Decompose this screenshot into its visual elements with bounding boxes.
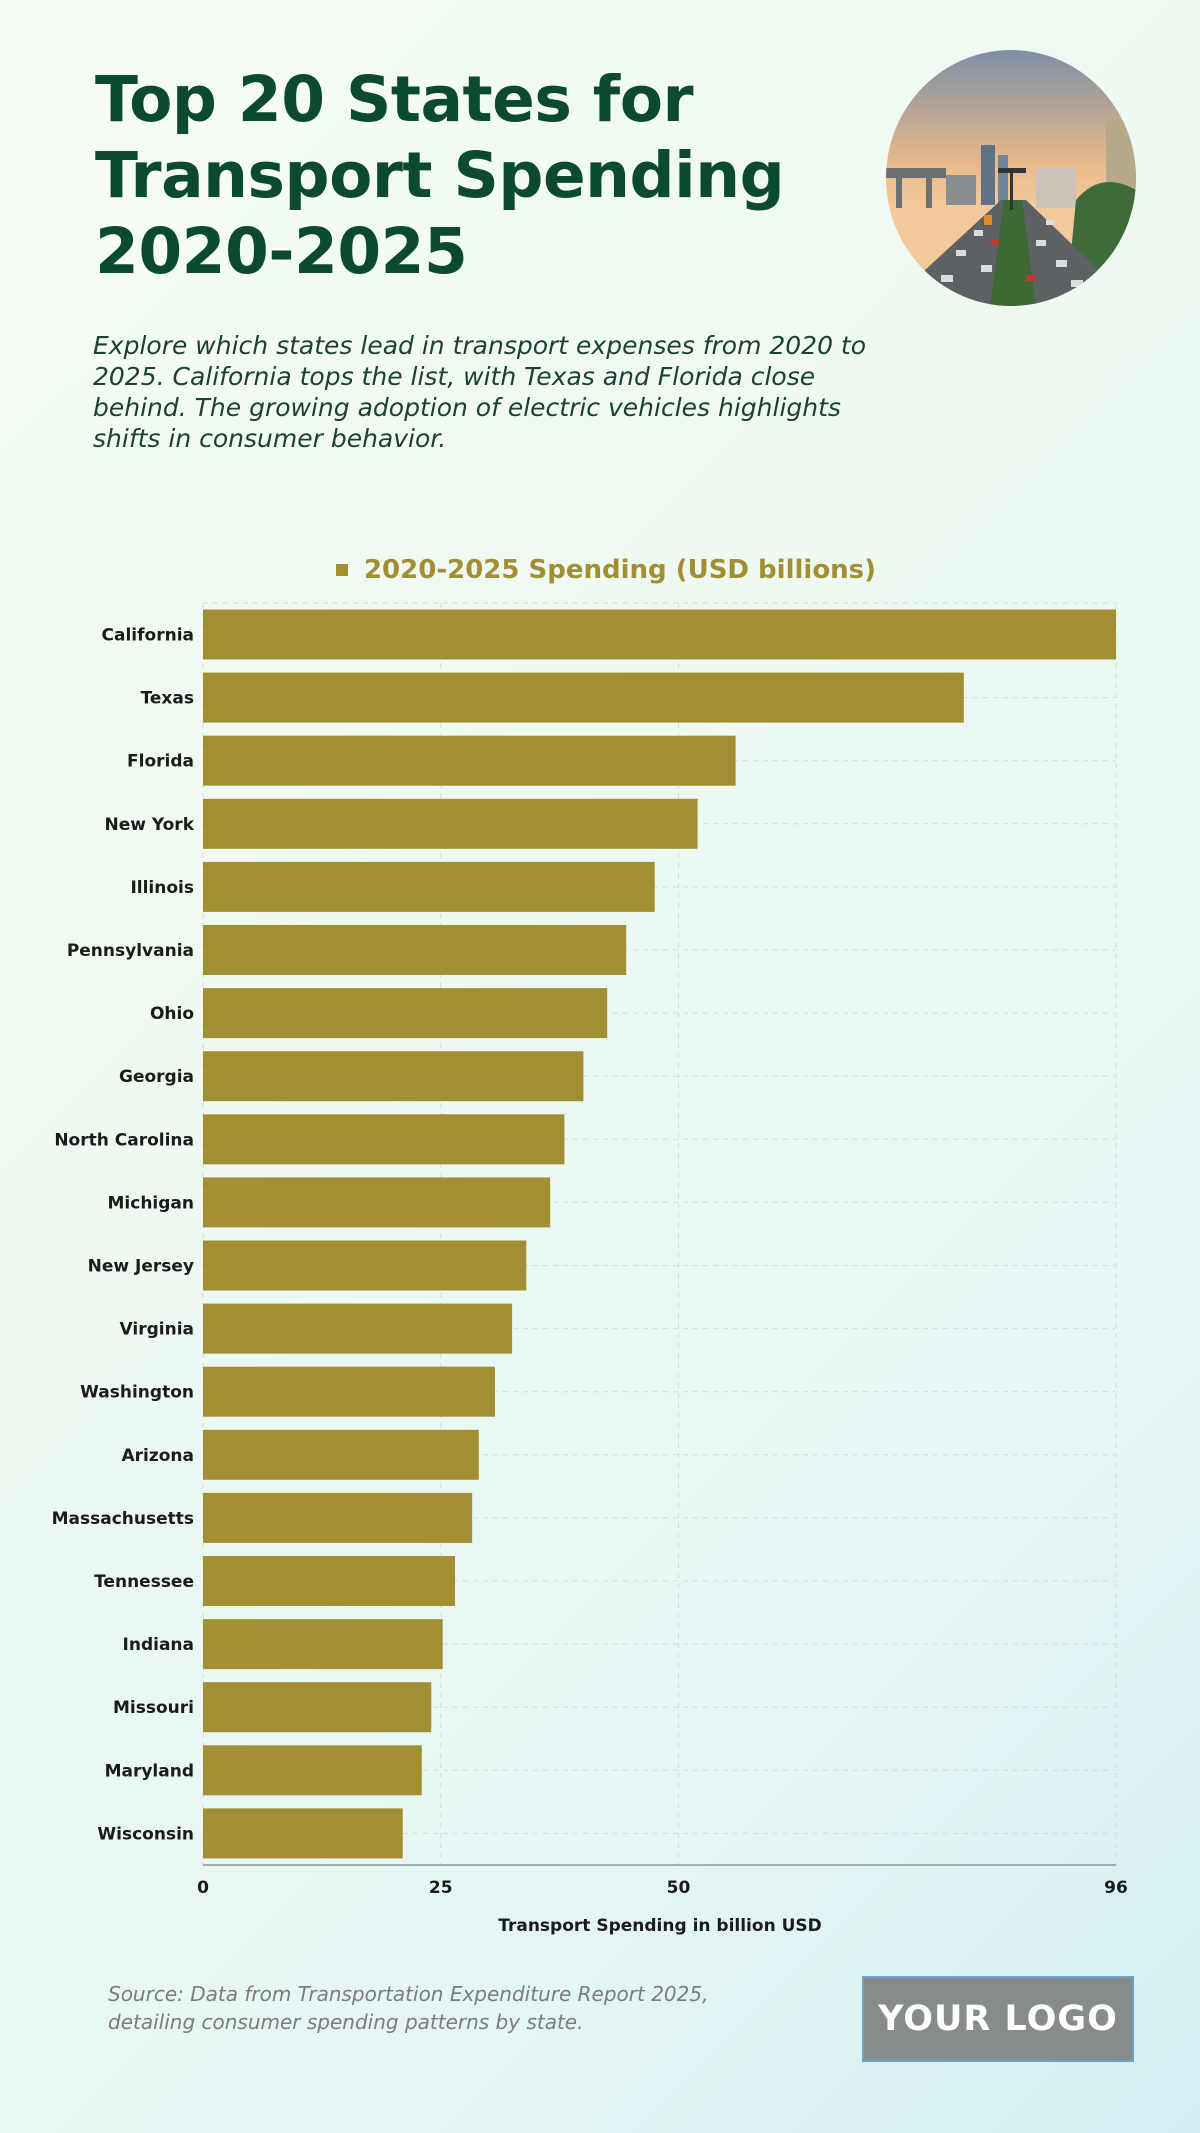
y-tick-label: Virginia [120, 1320, 194, 1340]
y-tick-label: Arizona [121, 1446, 194, 1466]
bar [203, 735, 736, 786]
bar [203, 1177, 551, 1228]
y-tick-label: Indiana [123, 1635, 194, 1655]
bar [203, 672, 964, 723]
bar [203, 1619, 443, 1670]
bar [203, 1492, 473, 1543]
y-tick-label: New York [105, 815, 195, 835]
y-tick-label: Tennessee [94, 1572, 194, 1592]
y-tick-label: Ohio [150, 1004, 194, 1024]
x-axis-label: Transport Spending in billion USD [498, 1916, 822, 1936]
bar [203, 1682, 432, 1733]
bar [203, 1429, 479, 1480]
bar [203, 1240, 527, 1291]
bar [203, 925, 627, 975]
bar-chart: California Texas Florida New York Illinois Pe… [52, 602, 1128, 1898]
bar [203, 861, 655, 912]
y-tick-label: Georgia [119, 1067, 194, 1087]
y-tick-label: Texas [141, 689, 194, 709]
bar [203, 1556, 456, 1606]
y-tick-label: New Jersey [88, 1257, 194, 1277]
bar [203, 1366, 495, 1417]
legend-swatch [335, 564, 348, 576]
x-tick-label: 96 [1104, 1878, 1128, 1898]
y-tick-label: Washington [80, 1383, 194, 1403]
y-tick-label: Illinois [130, 878, 194, 898]
chart-legend: 2020-2025 Spending (USD billions) [0, 550, 1200, 590]
bar [203, 1808, 403, 1859]
bar [203, 988, 608, 1039]
source-note: Source: Data from Transportation Expendi… [108, 1982, 709, 2034]
bar [203, 798, 698, 849]
x-tick-label: 0 [197, 1878, 209, 1898]
x-tick-label: 25 [429, 1878, 453, 1898]
y-tick-label: Wisconsin [97, 1824, 194, 1844]
y-tick-label: Massachusetts [52, 1509, 194, 1529]
legend-label: 2020-2025 Spending (USD billions) [363, 555, 877, 585]
y-tick-label: California [102, 626, 194, 646]
chart-subtitle: Explore which states lead in transport e… [93, 331, 867, 453]
bar [203, 1114, 565, 1165]
chart-title: Top 20 States for Transport Spending 202… [95, 63, 785, 288]
city-highway-photo [886, 50, 1136, 306]
y-tick-label: Michigan [108, 1193, 195, 1213]
y-tick-label: Pennsylvania [67, 941, 194, 961]
bar [203, 1051, 584, 1102]
bar [203, 1303, 513, 1354]
x-tick-label: 50 [667, 1878, 691, 1898]
bar [203, 609, 1116, 660]
y-tick-label: North Carolina [54, 1130, 194, 1150]
logo-placeholder: YOUR LOGO [862, 1976, 1134, 2062]
y-tick-label: Florida [127, 752, 194, 772]
bar [203, 1745, 422, 1796]
y-tick-label: Maryland [105, 1761, 194, 1781]
y-tick-label: Missouri [113, 1698, 194, 1718]
